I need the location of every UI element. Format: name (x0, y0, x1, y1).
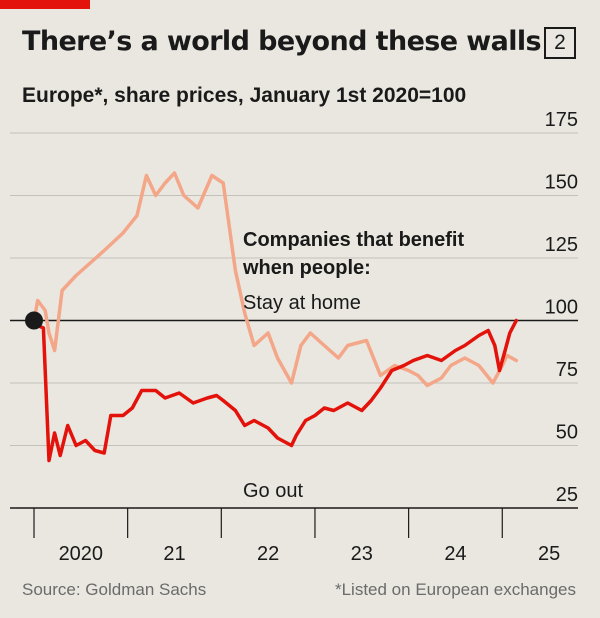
annotation-heading-line2: when people: (242, 257, 371, 279)
brand-red-bar (0, 0, 90, 9)
y-tick-label-50: 50 (556, 422, 578, 444)
series-line-stay-at-home (32, 171, 519, 388)
y-tick-label-100: 100 (545, 297, 578, 319)
x-tick-label-2020: 2020 (59, 543, 104, 565)
y-tick-labels: 25 50 75 100 125 150 175 (545, 109, 578, 506)
y-tick-label-150: 150 (545, 172, 578, 194)
x-tick-label-2024: 24 (444, 543, 466, 565)
chart-subtitle: Europe*, share prices, January 1st 2020=… (22, 84, 467, 107)
y-tick-label-25: 25 (556, 484, 578, 506)
source-note: Source: Goldman Sachs (22, 580, 207, 599)
chart-title: There’s a world beyond these walls (22, 26, 542, 57)
y-gridlines (10, 132, 578, 509)
y-tick-label-125: 125 (545, 234, 578, 256)
x-tick-label-2025: 25 (538, 543, 560, 565)
series-lines (10, 171, 578, 463)
footnote: *Listed on European exchanges (334, 580, 576, 599)
x-axis: 2020 21 22 23 24 25 (10, 507, 578, 565)
annotation-heading-line1: Companies that benefit (243, 229, 464, 251)
series-line-go-out (32, 318, 519, 463)
y-tick-label-175: 175 (545, 109, 578, 131)
chart-number-badge: 2 (544, 27, 576, 59)
x-tick-label-2023: 23 (351, 543, 373, 565)
x-tick-label-2022: 22 (257, 543, 279, 565)
line-chart: 2020 21 22 23 24 25 25 50 75 100 125 150 175 Compan… (10, 109, 578, 565)
series-label-stay-at-home: Stay at home (243, 292, 361, 314)
series-label-go-out: Go out (243, 480, 303, 502)
y-tick-label-75: 75 (556, 359, 578, 381)
start-marker (25, 311, 43, 330)
chart-annotations: Companies that benefit when people: Stay… (242, 229, 464, 502)
x-tick-label-2021: 21 (163, 543, 185, 565)
